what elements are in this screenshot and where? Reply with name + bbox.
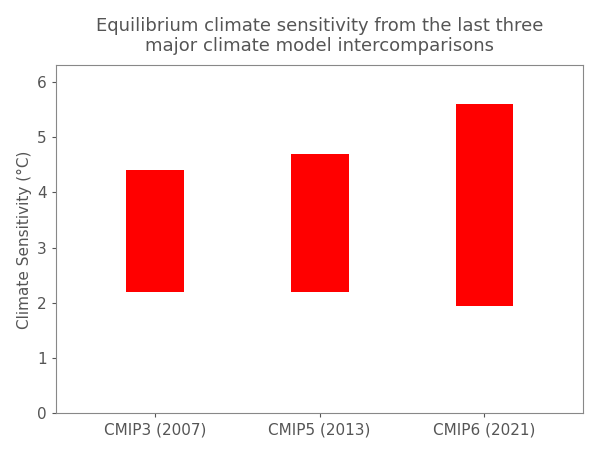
Bar	[291, 154, 349, 292]
Bar	[126, 170, 184, 292]
Y-axis label: Climate Sensitivity (°C): Climate Sensitivity (°C)	[17, 150, 32, 329]
Bar	[455, 104, 513, 306]
Title: Equilibrium climate sensitivity from the last three
major climate model intercom: Equilibrium climate sensitivity from the…	[96, 17, 544, 55]
